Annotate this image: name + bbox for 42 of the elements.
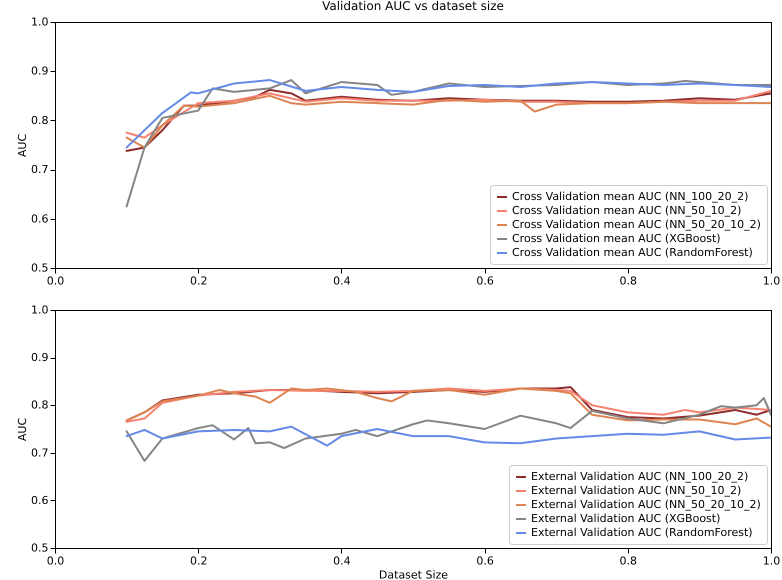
- x-tick-label: 0.0: [46, 274, 64, 288]
- y-tick-label: 0.9: [31, 64, 48, 78]
- x-tick-label: 0.8: [620, 274, 638, 288]
- x-tick-label: 0.4: [333, 274, 351, 288]
- y-tick-label: 0.7: [31, 446, 48, 460]
- y-axis-title: AUC: [16, 134, 30, 158]
- legend-label: Cross Validation mean AUC (NN_100_20_2): [512, 190, 748, 203]
- line-series: [126, 79, 771, 148]
- y-tick-label: 0.9: [31, 351, 48, 364]
- y-tick-label: 0.8: [31, 398, 48, 412]
- y-tick-label: 0.5: [31, 262, 48, 274]
- legend-label: External Validation AUC (RandomForest): [531, 526, 753, 539]
- y-tick-label: 0.7: [31, 163, 48, 176]
- legend-label: Cross Validation mean AUC (XGBoost): [512, 232, 721, 245]
- legend-label: Cross Validation mean AUC (RandomForest): [512, 246, 753, 259]
- legend-label: External Validation AUC (NN_100_20_2): [531, 470, 748, 483]
- legend-label: External Validation AUC (XGBoost): [531, 512, 720, 525]
- x-tick-label: 0.6: [476, 274, 494, 288]
- legend-label: External Validation AUC (NN_50_10_2): [531, 484, 742, 497]
- line-series: [126, 79, 771, 208]
- y-tick-label: 0.8: [31, 114, 48, 127]
- y-tick-label: 0.6: [31, 494, 48, 507]
- y-tick-label: 0.5: [31, 542, 48, 554]
- legend-label: Cross Validation mean AUC (NN_50_20_10_2): [512, 218, 761, 231]
- x-tick-label: 0.2: [190, 554, 208, 568]
- y-tick-label: 1.0: [31, 16, 48, 28]
- chart-title: Validation AUC vs dataset size: [322, 0, 504, 13]
- line-series: [126, 397, 771, 462]
- legend-label: Cross Validation mean AUC (NN_50_10_2): [512, 204, 742, 217]
- x-tick-label: 1.0: [762, 274, 780, 288]
- legend-label: External Validation AUC (NN_50_20_10_2): [531, 498, 761, 511]
- y-tick-label: 0.6: [31, 212, 48, 226]
- x-tick-label: 0.6: [476, 554, 494, 568]
- line-series: [126, 426, 771, 447]
- x-tick-label: 0.4: [333, 554, 351, 568]
- x-tick-label: 0.8: [620, 554, 638, 568]
- x-axis-title: Dataset Size: [378, 568, 448, 580]
- x-tick-label: 0.2: [190, 274, 208, 288]
- y-tick-label: 1.0: [31, 304, 48, 316]
- x-tick-label: 1.0: [762, 554, 780, 568]
- x-tick-label: 0.0: [46, 554, 64, 568]
- y-axis-title: AUC: [16, 418, 30, 442]
